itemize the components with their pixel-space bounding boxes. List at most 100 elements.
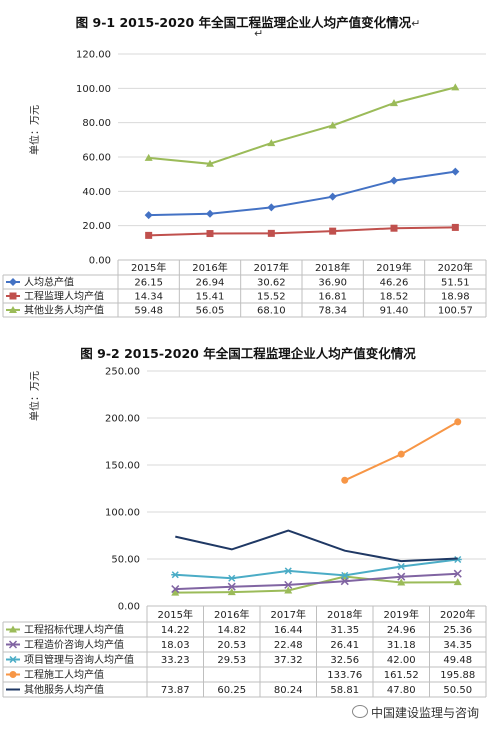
chart-2-data-label: 18.03 (161, 640, 190, 651)
chart-1-xtick-label: 2019年 (376, 261, 411, 274)
chart-2-data-point (171, 571, 180, 579)
chart-2-legend-label: 项目管理与咨询人均产值 (24, 653, 134, 666)
chart-2-data-point (340, 577, 349, 586)
chart-2-series-line (175, 529, 458, 563)
watermark-text: 中国建设监理与咨询 (371, 706, 480, 720)
chart-2-title-text: 图 9-2 2015-2020 年全国工程监理企业人均产值变化情况 (80, 346, 416, 361)
chart-2-data-label: 60.25 (217, 685, 246, 696)
chart-1-data-point (206, 230, 214, 238)
chart-2-data-label: 58.81 (330, 685, 359, 696)
chart-2-data-label: 34.35 (443, 640, 472, 651)
chart-2-data-label: 31.18 (387, 640, 416, 651)
chart-2-xtick-label: 2020年 (440, 608, 475, 621)
chart-2-legend-marker (8, 640, 18, 649)
paragraph-mark: ↵ (254, 27, 264, 40)
chart-1-title-mark: ↵ (411, 17, 421, 30)
chart-1-data-point (144, 153, 153, 161)
chart-1-ylabel: 单位：万元 (28, 105, 41, 155)
chart-1-data-label: 59.48 (134, 306, 163, 317)
chart-1-data-point (328, 121, 337, 129)
chart-2-xtick-label: 2017年 (271, 608, 306, 621)
chart-1-xtick-label: 2016年 (192, 261, 227, 274)
chart-1-title: 图 9-1 2015-2020 年全国工程监理企业人均产值变化情况↵ (0, 12, 496, 31)
chart-1-data-point (390, 176, 398, 185)
chart-1-data-label: 91.40 (380, 306, 409, 317)
chart-2-ytick-label: 200.00 (105, 414, 140, 425)
chart-2-data-label: 14.22 (161, 625, 190, 636)
chart-1-data-label: 30.62 (257, 278, 286, 289)
chart-1-title-text: 图 9-1 2015-2020 年全国工程监理企业人均产值变化情况 (75, 15, 412, 30)
chart-2-series-line (175, 572, 458, 591)
chart-1-series-0 (144, 167, 460, 220)
chart-1-data-label: 26.94 (196, 278, 225, 289)
chart-2-ytick-label: 0.00 (118, 602, 140, 613)
chart-2-data-point (171, 588, 180, 596)
chart-1-data-label: 36.90 (318, 278, 347, 289)
chart-2-data-label: 133.76 (327, 670, 362, 681)
chart-1-xtick-label: 2018年 (315, 261, 350, 274)
chart-1-data-point (267, 139, 276, 147)
chart-1-legend-label: 人均总产值 (24, 276, 74, 289)
watermark: 中国建设监理与咨询 (352, 704, 479, 721)
chart-2-legend-entry: 工程造价咨询人均产值 (6, 638, 124, 651)
chart-1-data-point (451, 83, 460, 91)
chart-2-data-point (397, 562, 406, 571)
chart-2-data-label: 73.87 (161, 685, 190, 696)
chart-2-data-point (453, 578, 462, 586)
chart-1-data-label: 100.57 (438, 306, 473, 317)
chart-2: 0.00 50.00 100.00 150.00 200.00 250.00 单位：万元 20… (2, 367, 487, 698)
chart-2-data-label: 24.96 (387, 625, 416, 636)
chart-2-series-line (175, 575, 458, 594)
chart-1-data-point (206, 209, 214, 218)
chart-1-data-point (328, 192, 337, 201)
chart-2-data-label: 49.48 (443, 655, 472, 666)
chart-1-data-point (206, 159, 214, 167)
chart-2-data-label: 47.80 (387, 685, 416, 696)
chart-2-ytick-label: 100.00 (105, 508, 140, 519)
chart-2-legend-marker (9, 671, 17, 678)
chart-2-data-label: 20.53 (217, 640, 246, 651)
chart-2-data-point (453, 569, 462, 578)
chart-2-data-label: 26.41 (330, 640, 359, 651)
chart-1-legend-entry: 其他业务人均产值 (6, 304, 104, 317)
chart-1-series-line (148, 86, 456, 165)
chart-1-data-label: 14.34 (134, 292, 163, 303)
chart-1-data-point (390, 224, 398, 232)
chart-2-series-4 (175, 529, 458, 563)
chart-1-legend-entry: 人均总产值 (6, 276, 74, 289)
chart-2-legend-label: 工程招标代理人均产值 (24, 623, 124, 636)
chart-1-ytick-label: 60.00 (82, 153, 111, 164)
chart-2-data-label: 31.35 (330, 625, 359, 636)
chart-2-ytick-label: 150.00 (105, 461, 140, 472)
chart-1-data-label: 56.05 (196, 306, 225, 317)
chart-2-data-point (284, 567, 293, 575)
chart-2-legend-entry: 项目管理与咨询人均产值 (6, 653, 134, 666)
chart-1-data-label: 78.34 (318, 306, 347, 317)
chart-2-ylabel: 单位：万元 (28, 371, 41, 421)
chart-2-data-label: 29.53 (217, 655, 246, 666)
chart-2-data-label: 25.36 (443, 625, 472, 636)
chart-1-series-line (148, 170, 456, 217)
chart-2-xtick-label: 2018年 (327, 608, 362, 621)
chart-2-legend-entry: 其他服务人均产值 (6, 683, 104, 696)
wechat-icon (352, 705, 368, 718)
chart-1-xtick-label: 2020年 (438, 261, 473, 274)
chart-1-xtick-label: 2015年 (131, 261, 166, 274)
chart-1-ytick-label: 120.00 (76, 50, 111, 61)
chart-2-data-label: 80.24 (274, 685, 303, 696)
chart-2-legend-marker (9, 625, 17, 633)
chart-1-data-label: 68.10 (257, 306, 286, 317)
chart-1-ytick-label: 40.00 (82, 187, 111, 198)
chart-2-data-point (284, 586, 293, 594)
chart-2-data-label: 32.56 (330, 655, 359, 666)
chart-1-ytick-label: 100.00 (76, 84, 111, 95)
chart-1-data-label: 15.41 (196, 292, 225, 303)
chart-1-data-point (145, 231, 153, 239)
chart-1-series-line (148, 226, 456, 237)
chart-2-data-point (397, 572, 406, 581)
chart-1-data-point (144, 211, 153, 220)
chart-1-data-point (267, 203, 276, 212)
chart-2-ytick-label: 50.00 (111, 555, 140, 566)
chart-1-legend-label: 其他业务人均产值 (24, 304, 104, 317)
